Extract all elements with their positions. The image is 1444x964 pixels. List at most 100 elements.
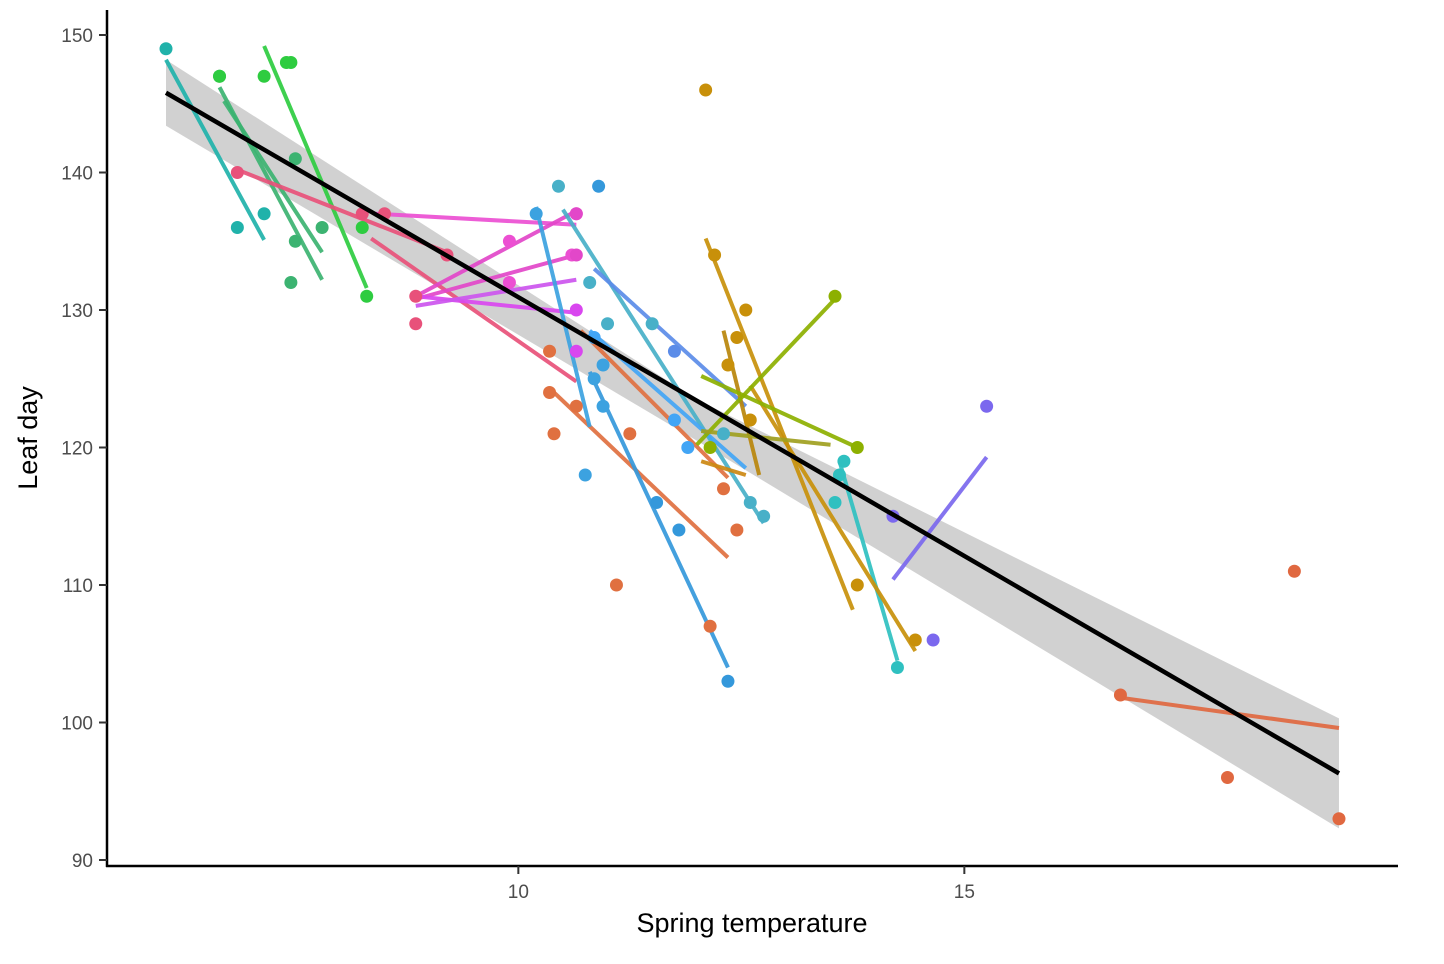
y-tick-label: 110 (63, 576, 93, 597)
group-fit-line (703, 237, 855, 611)
data-point (592, 179, 606, 193)
data-point (1332, 812, 1346, 826)
data-point (213, 69, 227, 83)
data-point (529, 207, 543, 221)
group-fit-line (415, 277, 577, 308)
group-fit-line (1120, 695, 1340, 730)
group-fit-line (748, 384, 917, 653)
data-point (601, 317, 615, 331)
group-fit-line (721, 330, 762, 476)
data-point (926, 633, 940, 647)
data-point (587, 372, 601, 386)
data-point (743, 413, 757, 427)
data-point (569, 399, 583, 413)
data-point (1113, 688, 1127, 702)
axes: 10 15 90 100 110 120 130 140 150 (61, 10, 1398, 903)
group-fit-line (700, 459, 747, 477)
data-point (596, 358, 610, 372)
data-point (721, 674, 735, 688)
x-tick-label: 15 (954, 882, 975, 903)
data-point (288, 152, 302, 166)
data-point (730, 331, 744, 344)
data-point (650, 496, 664, 509)
y-tick-label: 120 (61, 439, 93, 460)
data-point (837, 454, 851, 468)
data-point (743, 496, 757, 509)
data-point (230, 221, 244, 234)
data-point (739, 303, 753, 317)
data-point (409, 289, 423, 303)
group-fit-line (236, 167, 448, 255)
y-axis-title: Leaf day (13, 386, 43, 490)
group-fit-line (700, 374, 859, 450)
y-tick-label: 130 (61, 301, 93, 322)
data-point (703, 619, 717, 633)
group-fit-line (534, 206, 592, 428)
data-point (315, 221, 329, 234)
data-point (667, 413, 681, 427)
group-fit-line (837, 460, 900, 662)
group-fit-line (415, 294, 577, 315)
y-tick-label: 150 (61, 26, 93, 47)
data-point (717, 427, 730, 441)
data-point (757, 509, 771, 523)
data-point (850, 578, 864, 592)
data-point (609, 578, 623, 592)
data-point (703, 441, 717, 454)
data-point (502, 276, 516, 289)
x-tick-label: 10 (508, 882, 529, 903)
data-point (543, 344, 557, 358)
data-point (645, 317, 659, 331)
data-point (672, 523, 686, 537)
data-point (583, 276, 597, 289)
group-fit-line (414, 209, 578, 299)
data-point (596, 399, 610, 413)
data-point (502, 234, 516, 248)
data-point (890, 661, 904, 674)
data-point (257, 69, 271, 83)
data-point (708, 248, 722, 262)
overall-fit-layer (164, 90, 1341, 776)
data-point (409, 317, 423, 331)
data-point (230, 166, 244, 179)
data-point (355, 221, 369, 234)
group-fit-line (164, 58, 266, 241)
data-point (360, 289, 374, 303)
group-fit-line (587, 371, 730, 669)
group-fit-line (375, 211, 577, 227)
data-point (721, 358, 735, 372)
data-point (667, 344, 681, 358)
y-tick-label: 90 (72, 851, 93, 872)
y-tick-label: 100 (61, 714, 93, 735)
data-point (284, 276, 298, 289)
group-fit-line (891, 455, 989, 581)
data-point (543, 386, 557, 399)
data-point (908, 633, 922, 647)
data-point (699, 83, 713, 97)
data-point (578, 468, 592, 482)
data-point (284, 56, 298, 69)
group-fit-line (552, 391, 730, 559)
data-point (569, 207, 583, 221)
x-axis-title: Spring temperature (636, 908, 867, 938)
data-point (547, 427, 561, 441)
data-point (828, 496, 842, 509)
data-point (717, 482, 730, 496)
data-point (1220, 771, 1234, 784)
data-point (569, 344, 583, 358)
group-fit-line (262, 45, 369, 289)
data-point (288, 234, 302, 248)
data-point (681, 441, 695, 454)
data-point (257, 207, 271, 221)
group-fit-line (222, 99, 324, 254)
group-fit-line (695, 297, 837, 447)
data-point (730, 523, 744, 537)
data-point (828, 289, 842, 303)
data-point (551, 179, 565, 193)
data-point (980, 399, 994, 413)
overall-fit-line (164, 90, 1341, 776)
data-point (569, 248, 583, 262)
group-fit-lines (164, 45, 1340, 730)
data-point (159, 42, 173, 56)
